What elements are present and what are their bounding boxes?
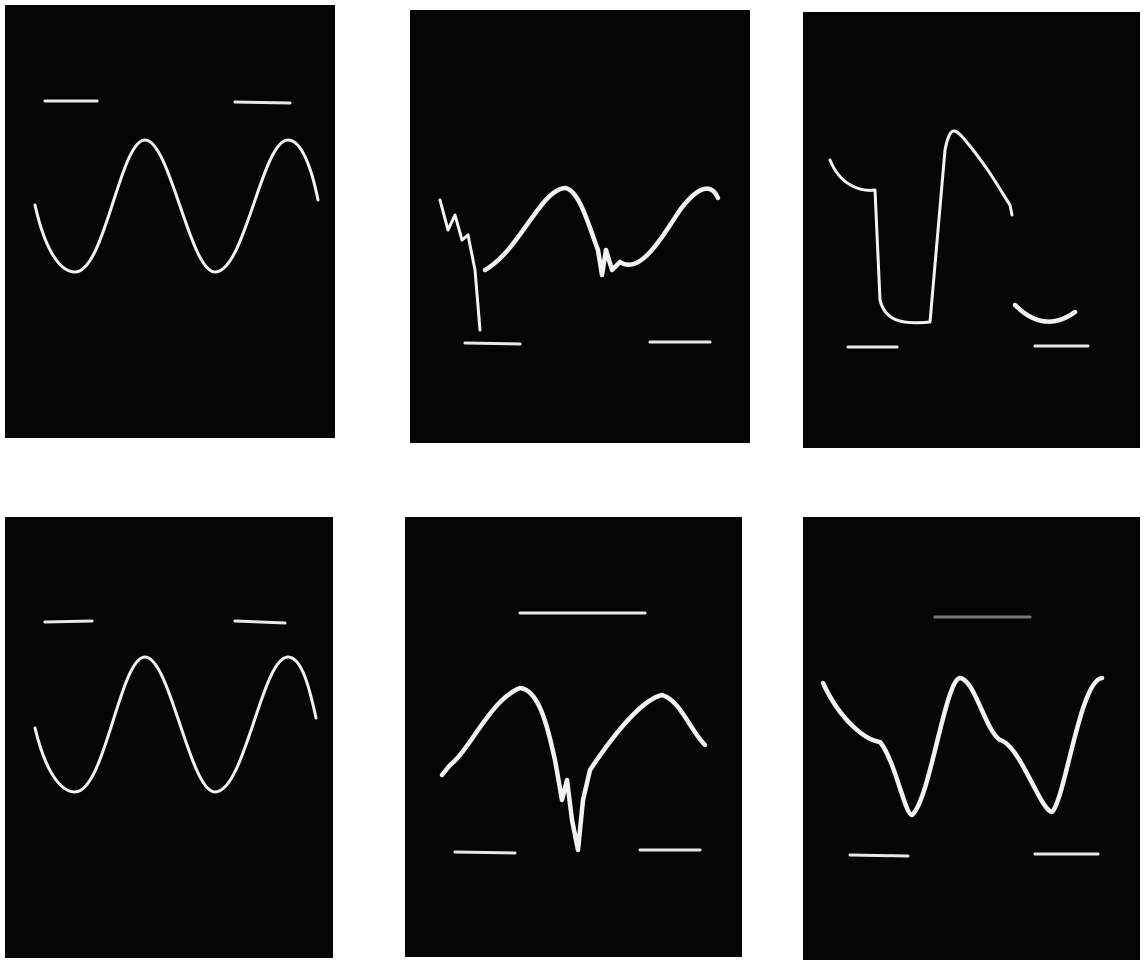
marker-line — [45, 621, 92, 622]
marker-line — [465, 343, 520, 344]
scope-panel — [803, 517, 1140, 960]
scope-panel — [5, 5, 335, 438]
marker-line — [455, 852, 515, 853]
scope-panel — [405, 517, 742, 957]
oscilloscope-photo-grid — [0, 0, 1145, 964]
marker-line — [235, 621, 285, 623]
marker-line — [850, 855, 908, 856]
scope-panel — [410, 10, 750, 443]
scope-panel — [5, 517, 333, 958]
marker-line — [235, 102, 290, 103]
scope-panel — [803, 12, 1140, 448]
